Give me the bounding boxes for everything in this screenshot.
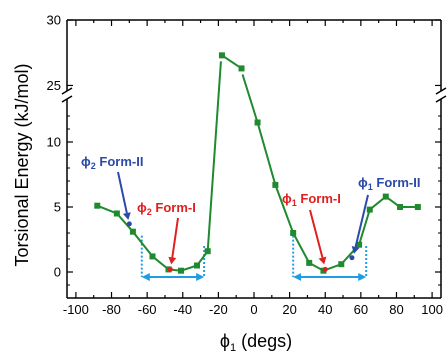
conformer-label-1: ϕ2 Form-II: [81, 154, 143, 171]
y-tick-label: 25: [47, 78, 61, 93]
data-point: [149, 253, 156, 260]
data-point: [94, 202, 101, 209]
conformer-label-subscript: 2: [91, 161, 96, 171]
data-point: [194, 262, 201, 269]
break-mark-left-a: [61, 87, 73, 95]
data-point: [113, 210, 120, 217]
conformer-label-symbol: ϕ: [137, 200, 147, 215]
conformer-label-form: Form-II: [373, 175, 421, 190]
x-tick-label: -80: [102, 302, 121, 317]
data-point: [414, 204, 421, 210]
conformer-arrowhead-2: [168, 256, 177, 265]
data-point: [177, 267, 184, 274]
break-mark-left-b: [61, 95, 73, 103]
conformer-label-2: ϕ2 Form-I: [137, 200, 196, 217]
axis-break-marks: [61, 87, 447, 103]
x-axis-title: ϕ1 (degs): [220, 331, 292, 354]
x-axis-title-symbol: ϕ: [220, 331, 230, 351]
data-point: [382, 193, 389, 200]
conformer-label-4: ϕ1 Form-II: [358, 175, 420, 192]
conformer-point-4: [349, 255, 355, 261]
data-point: [366, 206, 373, 213]
series-line-1: [96, 204, 209, 272]
conformer-arrow-1: [117, 171, 128, 214]
conformer-label-symbol: ϕ: [282, 191, 292, 206]
x-tick-label: -60: [138, 302, 157, 317]
conformer-arrowhead-1: [122, 212, 131, 220]
data-point: [272, 181, 279, 188]
y-axis-title: Torsional Energy (kJ/mol): [12, 63, 32, 266]
x-tick-label: -20: [209, 302, 228, 317]
conformer-point-3: [322, 266, 328, 272]
data-point: [306, 259, 313, 266]
x-tick-label: 40: [318, 302, 332, 317]
x-tick-label: -100: [63, 302, 89, 317]
x-axis-title-subscript: 1: [230, 342, 236, 354]
data-point: [129, 228, 136, 235]
data-point: [338, 261, 345, 268]
x-tick-label: 80: [389, 302, 403, 317]
break-mark-right-a: [435, 87, 447, 95]
y-axis-ticks: 0 5 10 25 30: [47, 13, 441, 286]
conformer-arrowhead-4: [351, 245, 360, 254]
conformer-label-subscript: 1: [368, 182, 373, 192]
x-tick-label: 0: [250, 302, 257, 317]
barrier-rise-line: [206, 61, 222, 252]
y-tick-label: 30: [47, 13, 61, 28]
conformer-label-3: ϕ1 Form-I: [282, 191, 341, 208]
x-tick-label: 100: [421, 302, 443, 317]
conformer-point-1: [126, 221, 132, 227]
x-tick-label: -40: [173, 302, 192, 317]
conformer-arrow-3: [309, 209, 324, 258]
conformer-label-symbol: ϕ: [358, 175, 368, 190]
data-point: [397, 204, 404, 210]
conformer-label-form: Form-II: [96, 154, 144, 169]
x-tick-label: 60: [354, 302, 368, 317]
x-axis-ticks: -100 -80 -60 -40 -20 0 20 40 60 80 100: [63, 20, 443, 317]
energy-series: [94, 52, 421, 274]
conformer-label-form: Form-I: [297, 191, 341, 206]
conformer-arrow-2: [171, 217, 179, 258]
data-point: [356, 241, 363, 248]
conformer-label-subscript: 2: [147, 207, 152, 217]
conformer-label-form: Form-I: [152, 200, 196, 215]
barrier-fall-line: [241, 74, 259, 123]
conformer-point-2: [167, 266, 173, 272]
y-tick-label: 5: [54, 200, 61, 215]
conformer-label-symbol: ϕ: [81, 154, 91, 169]
break-mark-right-b: [435, 95, 447, 103]
data-point: [238, 65, 245, 72]
data-point: [290, 230, 297, 236]
conformer-ranges: [140, 235, 368, 281]
y-tick-label: 10: [47, 135, 61, 150]
conformer-label-subscript: 1: [292, 198, 297, 208]
x-axis-title-unit: (degs): [236, 331, 292, 351]
conformer-arrow-4: [354, 194, 369, 248]
series-line-2: [221, 54, 243, 70]
y-tick-label: 0: [54, 265, 61, 280]
data-point: [218, 52, 225, 59]
conformer-arrowhead-3: [318, 256, 327, 265]
x-tick-label: 20: [282, 302, 296, 317]
